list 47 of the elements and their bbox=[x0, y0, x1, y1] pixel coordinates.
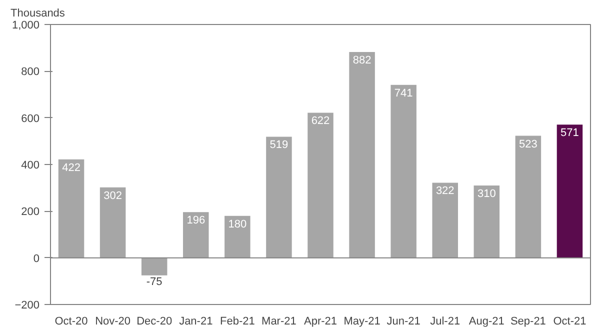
x-tick-label: Apr-21 bbox=[304, 316, 338, 328]
bar bbox=[224, 216, 250, 258]
bar bbox=[349, 52, 375, 258]
x-tick-label: Nov-20 bbox=[95, 316, 131, 328]
x-tick-label: Mar-21 bbox=[262, 316, 296, 328]
bar bbox=[308, 112, 334, 258]
x-tick-label: May-21 bbox=[344, 316, 380, 328]
data-label: 882 bbox=[352, 54, 372, 67]
bar bbox=[515, 136, 542, 258]
data-label: 523 bbox=[519, 138, 538, 150]
data-label: 196 bbox=[186, 214, 206, 227]
x-tick-label: Oct-20 bbox=[54, 316, 88, 328]
x-tick-label: Sep-21 bbox=[510, 316, 546, 328]
data-label: 519 bbox=[270, 139, 288, 152]
x-tick-label: Aug-21 bbox=[468, 316, 504, 328]
bar bbox=[556, 124, 583, 258]
y-tick-label: 600 bbox=[21, 112, 40, 125]
bar bbox=[141, 258, 168, 276]
y-tick-label: 400 bbox=[21, 160, 40, 172]
y-tick-label: 200 bbox=[21, 206, 40, 218]
data-label: 622 bbox=[311, 115, 330, 128]
x-tick-label: Jun-21 bbox=[386, 316, 420, 328]
bar bbox=[100, 187, 126, 258]
data-label: 571 bbox=[560, 127, 579, 140]
data-label: -75 bbox=[146, 276, 162, 288]
y-tick-label: −200 bbox=[14, 300, 40, 312]
data-label: 180 bbox=[228, 218, 247, 230]
bar bbox=[432, 182, 458, 258]
data-label: 322 bbox=[436, 185, 454, 198]
bar bbox=[266, 136, 292, 258]
y-tick-label: 1,000 bbox=[12, 20, 40, 32]
y-tick-label: 800 bbox=[21, 66, 40, 78]
bar bbox=[183, 212, 209, 258]
data-label: 422 bbox=[62, 162, 80, 174]
bar bbox=[390, 84, 416, 258]
data-label: 302 bbox=[104, 190, 122, 202]
data-label: 310 bbox=[477, 188, 496, 200]
x-tick-label: Dec-20 bbox=[136, 316, 172, 328]
y-tick-label: 0 bbox=[33, 252, 40, 265]
y-axis-title: Thousands bbox=[10, 8, 66, 20]
x-tick-label: Jan-21 bbox=[179, 316, 213, 328]
x-tick-label: Oct-21 bbox=[553, 316, 586, 328]
data-label: 741 bbox=[394, 87, 413, 100]
x-tick-label: Feb-21 bbox=[220, 316, 255, 328]
bar bbox=[474, 186, 500, 258]
x-tick-label: Jul-21 bbox=[430, 316, 460, 328]
bar bbox=[58, 159, 84, 258]
